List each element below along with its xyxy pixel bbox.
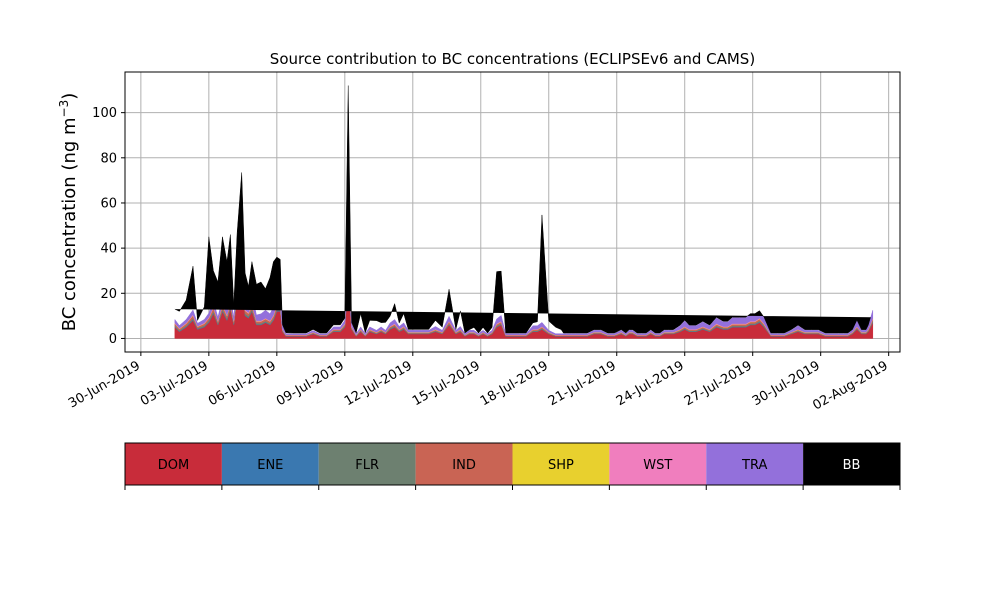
y-axis: 0 20 40 60 80 100 — [92, 106, 125, 347]
x-tick-label-2: 06-Jul-2019 — [206, 358, 279, 409]
y-tick-label-4: 80 — [100, 151, 117, 166]
y-tick-label-3: 60 — [100, 196, 117, 211]
legend-swatch-dom — [125, 443, 222, 485]
x-tick-label-0: 30-Jun-2019 — [66, 358, 143, 411]
legend-swatch-flr — [318, 443, 416, 485]
legend-swatch-bb — [803, 443, 900, 485]
x-tick-label-8: 24-Jul-2019 — [614, 358, 687, 409]
area-bb — [174, 85, 871, 334]
x-tick-label-3: 09-Jul-2019 — [274, 358, 347, 409]
y-axis-label: BC concentration (ng m−3) — [57, 93, 80, 332]
x-tick-label-9: 27-Jul-2019 — [682, 358, 755, 409]
x-axis: 30-Jun-201903-Jul-201906-Jul-201909-Jul-… — [66, 352, 891, 414]
plot-border — [124, 71, 901, 353]
legend-swatch-tra — [706, 443, 804, 485]
stacked-areas — [174, 85, 874, 339]
y-tick-label-0: 0 — [109, 332, 117, 347]
area-tra — [174, 249, 874, 336]
legend-swatch-ind — [415, 443, 513, 485]
x-tick-label-11: 02-Aug-2019 — [810, 358, 890, 413]
y-axis-label-close: ) — [59, 93, 80, 100]
x-tick-label-7: 21-Jul-2019 — [546, 358, 619, 409]
legend-label-ind: IND — [452, 458, 476, 473]
y-tick-label-5: 100 — [92, 106, 117, 121]
x-tick-label-6: 18-Jul-2019 — [478, 358, 551, 409]
y-axis-label-main: BC concentration (ng m — [59, 117, 80, 331]
legend-label-bb: BB — [843, 458, 861, 473]
x-tick-label-1: 03-Jul-2019 — [138, 358, 211, 409]
legend-label-wst: WST — [643, 458, 672, 473]
y-tick-label-2: 40 — [100, 242, 117, 257]
legend-label-flr: FLR — [355, 458, 379, 473]
y-tick-label-1: 20 — [100, 287, 117, 302]
legend-label-shp: SHP — [548, 458, 574, 473]
source-legend: DOM ENE FLR IND SHP WST TRA BB — [124, 442, 901, 490]
legend-swatch-ene — [221, 443, 319, 485]
legend-swatch-shp — [512, 443, 610, 485]
legend-swatch-wst — [609, 443, 707, 485]
legend-label-tra: TRA — [741, 458, 767, 473]
legend-label-dom: DOM — [158, 458, 189, 473]
x-tick-label-4: 12-Jul-2019 — [342, 358, 415, 409]
x-tick-label-5: 15-Jul-2019 — [410, 358, 483, 409]
legend-label-ene: ENE — [257, 458, 283, 473]
y-axis-label-superscript: −3 — [57, 100, 71, 118]
chart-title: Source contribution to BC concentrations… — [270, 50, 755, 68]
plot-frame — [124, 71, 901, 353]
